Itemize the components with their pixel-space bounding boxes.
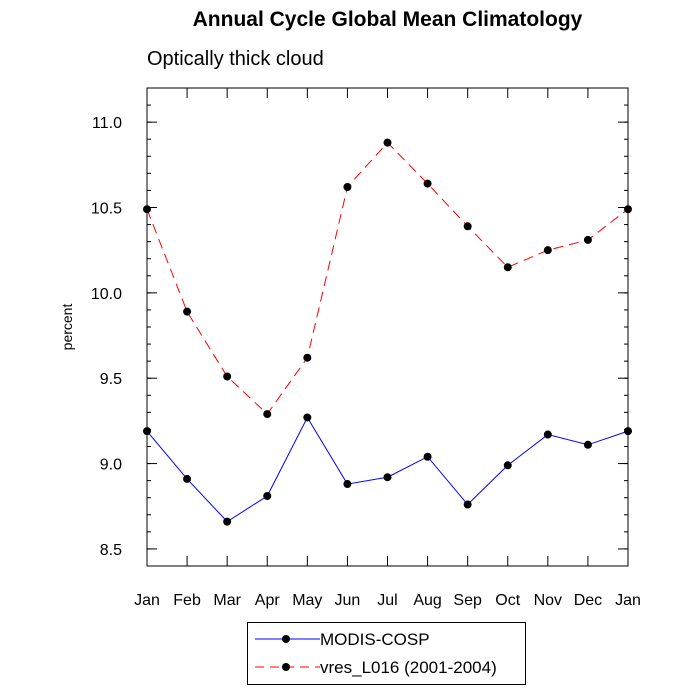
y-tick-label: 8.5 xyxy=(100,542,122,559)
series-1-point xyxy=(263,410,272,419)
x-tick-label: Jun xyxy=(335,592,361,609)
series-line-1 xyxy=(146,141,629,415)
y-tick-label: 9.0 xyxy=(100,457,122,474)
series-1-point xyxy=(143,205,151,214)
series-1-point xyxy=(543,246,552,255)
series-0-point xyxy=(223,517,232,526)
series-line-0 xyxy=(146,416,629,523)
series-1-point xyxy=(223,372,232,381)
series-1-point xyxy=(343,183,352,192)
x-tick-labels: Jan Feb Mar Apr May Jun Jul Aug Sep Oct Nov Dec Jan xyxy=(134,592,641,609)
x-tick-label: Oct xyxy=(495,592,520,609)
series-0-point xyxy=(303,413,312,422)
series-1-point xyxy=(624,205,632,214)
series-layer xyxy=(143,138,632,526)
y-tick-label: 10.5 xyxy=(91,201,122,218)
legend: MODIS-COSP vres_L016 (2001-2004) xyxy=(247,622,526,685)
series-1-point xyxy=(383,138,392,147)
x-tick-label: Mar xyxy=(213,592,241,609)
x-tick-label: Jul xyxy=(377,592,397,609)
legend-label-modis: MODIS-COSP xyxy=(320,630,430,649)
y-tick-label: 10.0 xyxy=(91,286,122,303)
series-1-point xyxy=(183,307,192,316)
series-0-point xyxy=(583,440,592,449)
legend-label-vres: vres_L016 (2001-2004) xyxy=(320,658,497,677)
y-tick-label: 9.5 xyxy=(100,371,122,388)
y-tick-label: 11.0 xyxy=(92,115,122,132)
series-1-point xyxy=(463,222,472,231)
x-tick-label: Jan xyxy=(134,592,160,609)
x-tick-label: Dec xyxy=(574,592,602,609)
chart-title: Annual Cycle Global Mean Climatology xyxy=(192,8,583,31)
series-1-point xyxy=(303,353,312,362)
x-tick-label: Jan xyxy=(615,592,641,609)
series-0-point xyxy=(143,427,151,436)
series-0-point xyxy=(463,500,472,509)
series-0-point xyxy=(624,427,632,436)
legend-marker-modis xyxy=(282,635,290,643)
series-1-point xyxy=(583,235,592,244)
legend-marker-vres xyxy=(282,663,290,671)
x-tick-label: Feb xyxy=(173,592,201,609)
series-0-point xyxy=(263,492,272,501)
series-0-point xyxy=(503,461,512,470)
x-tick-label: Aug xyxy=(413,592,441,609)
series-0-point xyxy=(543,430,552,439)
series-0-point xyxy=(423,452,432,461)
x-tick-label: Apr xyxy=(255,592,281,609)
series-0-point xyxy=(343,480,352,489)
y-axis-label: percent xyxy=(59,304,75,351)
x-tick-label: Nov xyxy=(534,592,562,609)
minor-ticks xyxy=(147,87,628,567)
plot-frame xyxy=(146,87,629,567)
major-ticks xyxy=(146,88,629,566)
series-1-point xyxy=(423,179,432,188)
series-1-point xyxy=(503,263,512,272)
chart-subtitle: Optically thick cloud xyxy=(147,48,324,70)
y-tick-labels: 8.5 9.0 9.5 10.0 10.5 11.0 xyxy=(91,115,122,559)
series-0-point xyxy=(383,473,392,482)
x-tick-label: Sep xyxy=(453,592,482,609)
series-0-point xyxy=(183,474,192,483)
x-tick-label: May xyxy=(292,592,322,609)
